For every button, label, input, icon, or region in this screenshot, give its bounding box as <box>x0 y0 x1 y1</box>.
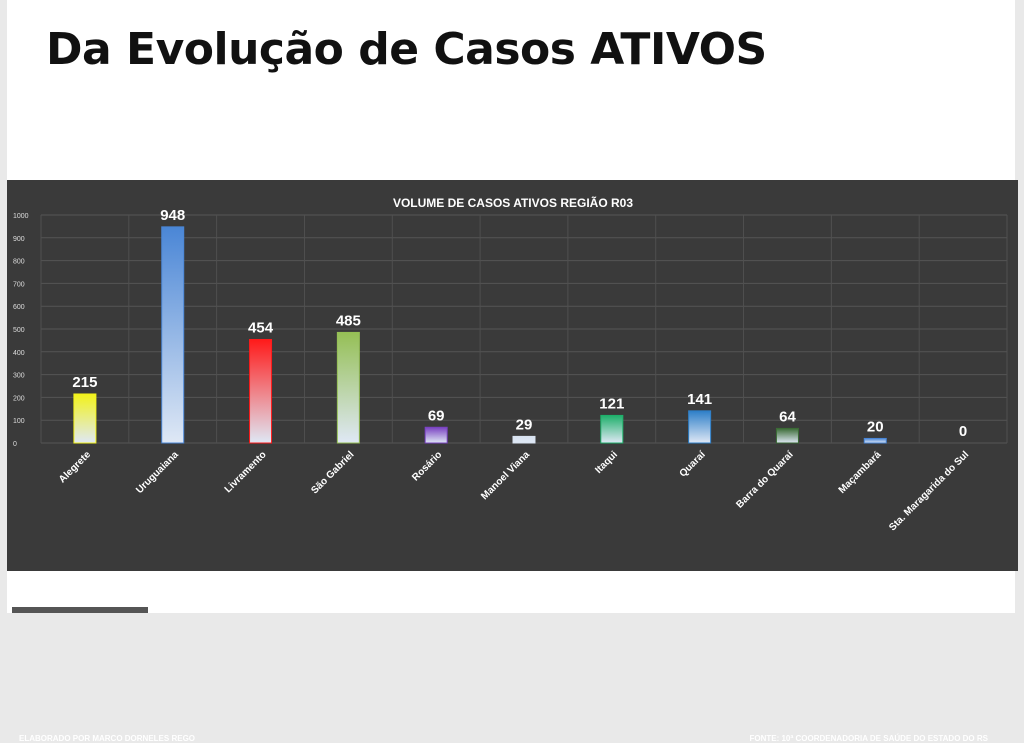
chart-source-note: FONTE: 10ª COORDENADORIA DE SAÚDE DO EST… <box>749 734 988 743</box>
chart-title: VOLUME DE CASOS ATIVOS REGIÃO R03 <box>393 195 633 210</box>
y-tick-label: 1000 <box>13 213 29 220</box>
y-tick-label: 100 <box>13 418 25 425</box>
data-label: 20 <box>867 418 884 435</box>
y-tick-label: 700 <box>13 281 25 288</box>
y-tick-label: 0 <box>13 441 17 448</box>
y-tick-label: 800 <box>13 259 25 266</box>
x-tick-label: Rosário <box>410 449 444 483</box>
x-tick-label: Sta. Maragarida do Sul <box>887 449 971 533</box>
bar-alegrete <box>73 393 97 444</box>
data-label: 121 <box>599 395 624 412</box>
data-label: 69 <box>428 407 445 424</box>
y-tick-label: 600 <box>13 304 25 311</box>
y-tick-label: 300 <box>13 373 25 380</box>
x-tick-label: Livramento <box>223 449 269 495</box>
bar-ros-rio <box>424 426 448 444</box>
page-title: Da Evolução de Casos ATIVOS <box>46 24 767 75</box>
data-label: 29 <box>516 416 533 433</box>
bottom-strip <box>12 607 148 613</box>
bars <box>73 226 887 444</box>
grid <box>40 214 1008 444</box>
bar-uruguaiana <box>161 226 185 444</box>
y-tick-label: 900 <box>13 236 25 243</box>
bar-s-o-gabriel <box>336 331 360 444</box>
data-label: 141 <box>687 391 712 408</box>
data-label: 485 <box>336 312 361 329</box>
x-tick-label: Quaraí <box>678 448 709 479</box>
y-tick-label: 200 <box>13 395 25 402</box>
x-tick-label: Barra do Quaraí <box>734 448 796 510</box>
x-tick-label: Maçambará <box>837 449 884 496</box>
x-tick-label: Manoel Viana <box>479 449 532 502</box>
bar-barra-do-quara- <box>775 427 799 444</box>
chart-author-note: ELABORADO POR MARCO DORNELES REGO <box>19 734 196 743</box>
x-tick-label: Alegrete <box>57 449 93 485</box>
data-label: 64 <box>779 408 796 425</box>
data-label: 0 <box>959 423 967 440</box>
data-label: 948 <box>160 207 185 224</box>
data-label: 454 <box>248 319 274 336</box>
x-tick-label: Uruguaiana <box>134 449 181 496</box>
x-tick-label: Itaqui <box>593 449 620 476</box>
bar-ma-ambar- <box>863 437 887 444</box>
bar-manoel-viana <box>512 435 536 444</box>
bar-chart: VOLUME DE CASOS ATIVOS REGIÃO R03 0 100 20… <box>13 195 1008 533</box>
data-label: 215 <box>72 374 97 391</box>
bar-itaqui <box>600 414 624 444</box>
y-axis: 0 100 200 300 400 500 600 700 800 900 1000 <box>13 213 29 448</box>
bar-quara- <box>688 410 712 444</box>
x-tick-label: São Gabriel <box>309 449 356 496</box>
chart-panel: VOLUME DE CASOS ATIVOS REGIÃO R03 0 100 20… <box>7 180 1018 743</box>
x-axis: Alegrete Uruguaiana Livramento São Gabriel R… <box>57 448 971 533</box>
bar-livramento <box>249 338 273 444</box>
data-labels: 215 948 454 485 69 29 121 141 64 20 0 <box>72 207 967 440</box>
y-tick-label: 400 <box>13 350 25 357</box>
y-tick-label: 500 <box>13 327 25 334</box>
